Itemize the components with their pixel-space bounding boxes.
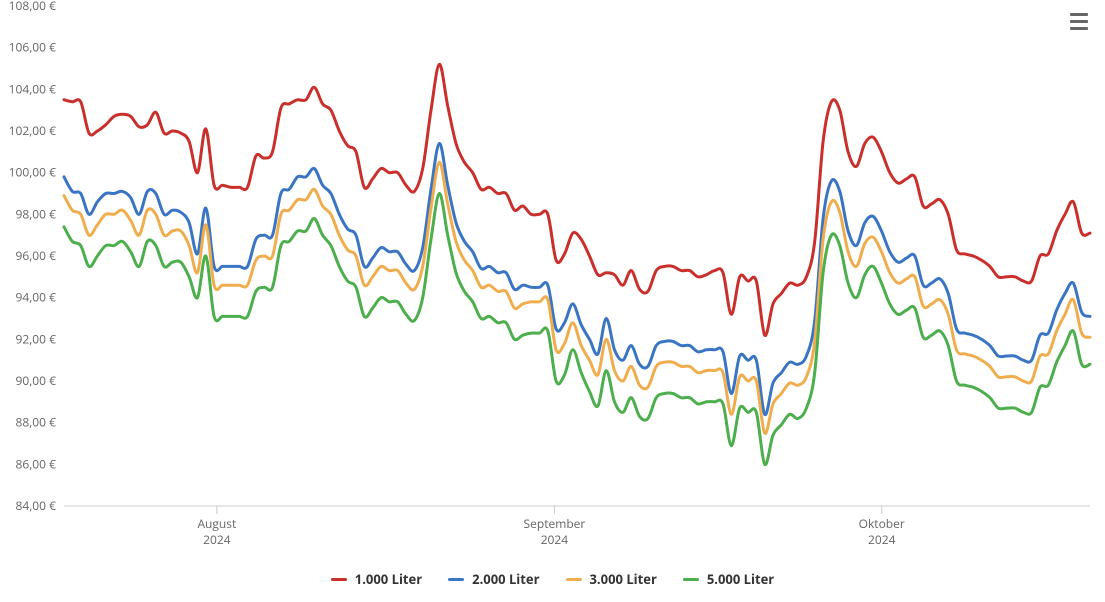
chart-plot-area: 84,00 € 86,00 € 88,00 € 90,00 € 92,00 € 94,00… — [0, 0, 1105, 602]
y-axis-tick-label: 88,00 € — [15, 414, 56, 431]
legend-label: 3.000 Liter — [590, 570, 657, 588]
legend-item-2[interactable]: 3.000 Liter — [566, 570, 657, 588]
x-axis-month-label: September — [524, 515, 586, 532]
legend-item-0[interactable]: 1.000 Liter — [331, 570, 422, 588]
chart-legend: 1.000 Liter 2.000 Liter 3.000 Liter 5.000 L… — [0, 570, 1105, 588]
series-line-0 — [64, 64, 1090, 335]
legend-label: 2.000 Liter — [472, 570, 539, 588]
legend-swatch — [448, 578, 464, 581]
x-axis-year-label: 2024 — [541, 531, 569, 548]
chart-menu-icon[interactable] — [1067, 10, 1091, 32]
y-axis-tick-label: 96,00 € — [15, 247, 56, 264]
y-axis-tick-label: 84,00 € — [15, 497, 56, 514]
legend-label: 1.000 Liter — [355, 570, 422, 588]
y-axis-tick-label: 92,00 € — [15, 330, 56, 347]
legend-swatch — [331, 578, 347, 581]
y-axis-tick-label: 98,00 € — [15, 205, 56, 222]
legend-swatch — [566, 578, 582, 581]
y-axis-tick-label: 108,00 € — [9, 0, 57, 14]
x-axis-month-label: August — [197, 515, 236, 532]
series-line-2 — [64, 162, 1090, 433]
x-axis-month-label: Oktober — [859, 515, 905, 532]
legend-item-1[interactable]: 2.000 Liter — [448, 570, 539, 588]
x-axis-year-label: 2024 — [868, 531, 896, 548]
y-axis-tick-label: 86,00 € — [15, 455, 56, 472]
legend-swatch — [683, 578, 699, 581]
y-axis-tick-label: 102,00 € — [9, 122, 57, 139]
y-axis-tick-label: 94,00 € — [15, 289, 56, 306]
y-axis-tick-label: 106,00 € — [9, 39, 57, 56]
x-axis-year-label: 2024 — [203, 531, 231, 548]
legend-label: 5.000 Liter — [707, 570, 774, 588]
price-chart: 84,00 € 86,00 € 88,00 € 90,00 € 92,00 € 94,00… — [0, 0, 1105, 602]
y-axis-tick-label: 90,00 € — [15, 372, 56, 389]
y-axis-tick-label: 104,00 € — [9, 80, 57, 97]
legend-item-3[interactable]: 5.000 Liter — [683, 570, 774, 588]
series-line-1 — [64, 143, 1090, 414]
y-axis-tick-label: 100,00 € — [9, 164, 57, 181]
